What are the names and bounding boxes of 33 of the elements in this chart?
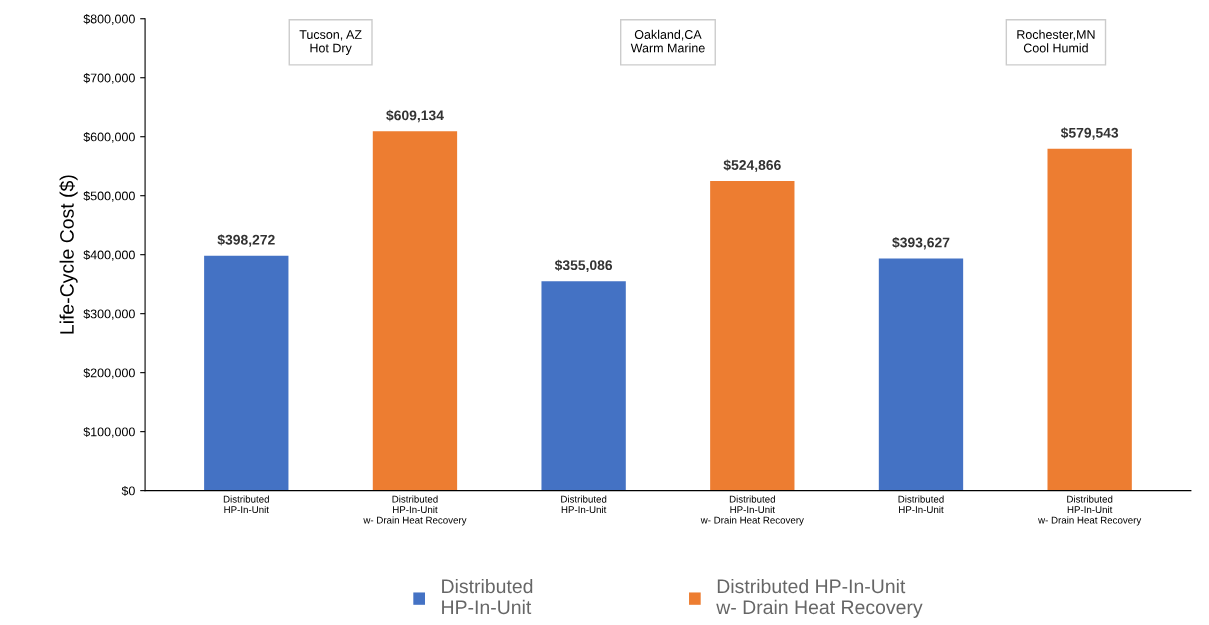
x-tick-label: Distributed HP-In-Unit (898, 495, 944, 514)
annotation: Oakland,CA Warm Marine (630, 29, 705, 53)
y-tick-label: $500,000 (83, 190, 135, 202)
bar (710, 181, 795, 491)
y-tick-label: $0 (121, 485, 135, 497)
bar (1047, 148, 1132, 491)
bar (541, 281, 626, 491)
x-tick-label: Distributed HP-In-Unit (561, 495, 607, 514)
text: $393,627 (892, 236, 950, 250)
bar (372, 131, 458, 491)
legend-label: Distributed HP-In-Unit (442, 578, 533, 615)
bar (878, 258, 964, 491)
y-tick-label: $800,000 (83, 14, 135, 25)
legend-label: Distributed HP-In-Unit w- Drain Heat Recovery (716, 578, 923, 618)
annotation: Rochester,MN Cool Humid (1017, 29, 1095, 53)
x-tick-label: Distributed HP-In-Unit w- Drain Heat Recovery (700, 495, 804, 526)
annotation: Tucson, AZ Hot Dry (299, 30, 362, 55)
y-tick-label: $100,000 (83, 426, 135, 438)
x-tick-label: Distributed HP-In-Unit w- Drain Heat Recovery (1038, 495, 1142, 526)
y-tick-label: $300,000 (83, 308, 135, 320)
text: $398,272 (217, 234, 275, 247)
y-tick-label: $700,000 (83, 73, 135, 84)
x-tick-label: Distributed HP-In-Unit (223, 495, 269, 514)
text: $609,134 (386, 109, 444, 123)
text: $579,543 (1060, 127, 1119, 140)
y-axis-title: Life-Cycle Cost ($) (59, 175, 78, 334)
x-tick-label: Distributed HP-In-Unit w- Drain Heat Recovery (363, 495, 467, 526)
y-tick-label: $200,000 (83, 367, 135, 379)
text: $524,866 (723, 159, 781, 172)
y-tick-label: $400,000 (83, 249, 135, 261)
text: $355,086 (554, 259, 613, 273)
bar (204, 255, 289, 491)
y-tick-label: $600,000 (83, 131, 135, 143)
